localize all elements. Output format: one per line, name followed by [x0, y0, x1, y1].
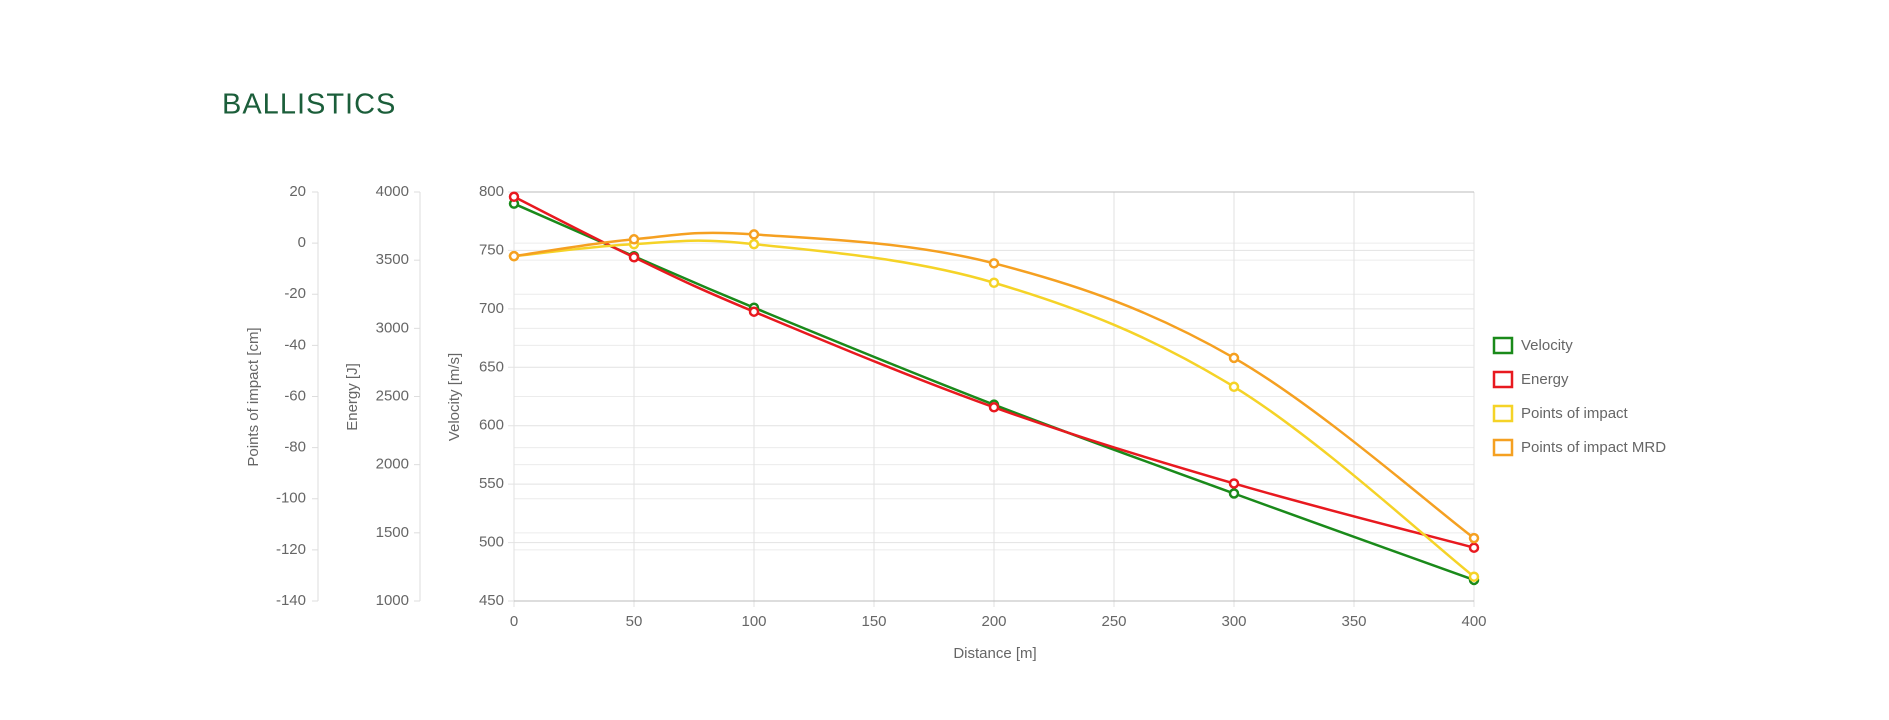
data-point — [508, 250, 520, 262]
x-axis-title: Distance [m] — [953, 645, 1036, 662]
y-tick-label: 450 — [479, 592, 504, 609]
data-point — [1228, 381, 1240, 393]
data-point — [988, 258, 1000, 269]
data-point — [1228, 488, 1240, 499]
x-tick-label: 50 — [626, 613, 643, 630]
x-tick-label: 0 — [510, 613, 518, 630]
legend-swatch — [1492, 438, 1514, 457]
y-tick-label: 500 — [479, 534, 504, 551]
y3-tick-label: -140 — [276, 592, 306, 609]
legend-swatch — [1492, 336, 1514, 355]
data-point — [1468, 571, 1480, 582]
data-point — [628, 234, 640, 245]
data-point — [988, 402, 1000, 413]
chart-title: BALLISTICS — [222, 89, 396, 121]
legend-swatch — [1492, 404, 1514, 423]
legend-swatch — [1492, 370, 1514, 389]
x-tick-label: 100 — [741, 613, 766, 630]
legend-label: Velocity — [1521, 337, 1573, 354]
y-axis-title: Velocity [m/s] — [446, 353, 463, 441]
data-point — [628, 252, 640, 263]
data-point — [748, 229, 760, 240]
x-tick-label: 150 — [861, 613, 886, 630]
x-tick-label: 300 — [1221, 613, 1246, 630]
y3-tick-label: 0 — [298, 234, 306, 251]
y2-tick-label: 3500 — [376, 251, 409, 268]
y2-tick-label: 1500 — [376, 524, 409, 541]
x-tick-label: 250 — [1101, 613, 1126, 630]
y3-tick-label: -20 — [284, 285, 306, 302]
legend-label: Points of impact MRD — [1521, 439, 1666, 456]
y2-tick-label: 2000 — [376, 456, 409, 473]
y2-axis-title: Energy [J] — [344, 363, 361, 431]
y3-tick-label: -80 — [284, 439, 306, 456]
y3-tick-label: -120 — [276, 541, 306, 558]
data-point — [988, 277, 1000, 288]
x-tick-label: 400 — [1461, 613, 1486, 630]
y-tick-label: 650 — [479, 358, 504, 375]
data-point — [1468, 542, 1480, 553]
y-tick-label: 700 — [479, 300, 504, 317]
data-point — [508, 191, 520, 203]
data-point — [1468, 532, 1480, 544]
x-tick-label: 350 — [1341, 613, 1366, 630]
y-tick-label: 800 — [479, 183, 504, 200]
y-tick-label: 600 — [479, 417, 504, 434]
y3-tick-label: 20 — [289, 183, 306, 200]
data-point — [1228, 352, 1240, 364]
legend-label: Energy — [1521, 371, 1569, 388]
y3-tick-label: -100 — [276, 490, 306, 507]
y-tick-label: 550 — [479, 475, 504, 492]
data-point — [748, 306, 760, 317]
y2-tick-label: 2500 — [376, 387, 409, 404]
y3-tick-label: -60 — [284, 387, 306, 404]
y3-axis-title: Points of impact [cm] — [245, 327, 262, 466]
y2-tick-label: 1000 — [376, 592, 409, 609]
data-point — [748, 238, 760, 250]
legend-label: Points of impact — [1521, 405, 1629, 422]
y-tick-label: 750 — [479, 241, 504, 258]
data-point — [1228, 478, 1240, 489]
x-tick-label: 200 — [981, 613, 1006, 630]
y3-tick-label: -40 — [284, 336, 306, 353]
y2-tick-label: 3000 — [376, 319, 409, 336]
y2-tick-label: 4000 — [376, 183, 409, 200]
